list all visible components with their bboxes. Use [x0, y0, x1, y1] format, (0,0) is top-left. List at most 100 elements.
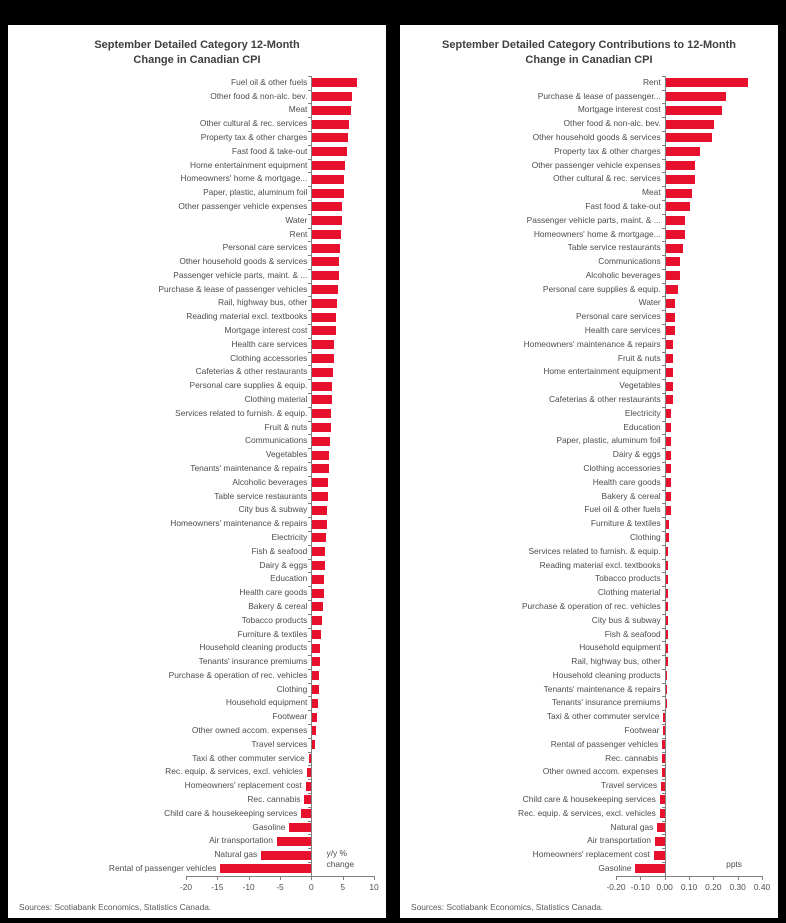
- category-axis-tick: [661, 544, 665, 546]
- value-axis-tick: [280, 875, 281, 880]
- bar: [665, 505, 671, 515]
- chart-title-line-1: September Detailed Category 12-Month: [94, 39, 300, 51]
- category-axis-tick: [308, 724, 312, 726]
- bar: [312, 326, 336, 336]
- bar: [665, 367, 673, 377]
- plot-area: ppts Rent Purchase & lease of passenger..…: [410, 75, 770, 896]
- bar: [312, 505, 328, 515]
- category-axis-tick: [308, 434, 312, 436]
- chart-title: September Detailed Category 12-Month Cha…: [18, 38, 376, 69]
- value-axis-tick: [713, 875, 715, 880]
- category-axis-tick: [308, 365, 312, 367]
- bar: [665, 519, 670, 529]
- category-axis-tick: [308, 861, 312, 863]
- category-label: Bakery & cereal: [248, 600, 308, 611]
- bar: [312, 712, 318, 722]
- category-label: Water: [638, 297, 661, 308]
- category-label: Fish & seafood: [604, 628, 661, 639]
- category-axis-tick: [308, 641, 312, 643]
- category-axis-tick: [661, 255, 665, 257]
- category-axis-tick: [308, 199, 312, 201]
- bar: [305, 781, 312, 791]
- category-axis-tick: [308, 296, 312, 298]
- bar: [665, 105, 722, 115]
- category-axis-tick: [308, 117, 312, 119]
- category-axis-tick: [661, 806, 665, 808]
- category-label: Rec. equip. & services, excl. vehicles: [518, 807, 656, 818]
- bar: [661, 781, 665, 791]
- category-label: Health care services: [584, 325, 661, 336]
- bar: [665, 588, 669, 598]
- category-axis-tick: [661, 365, 665, 367]
- bar: [312, 340, 335, 350]
- category-label: Rec. cannabis: [605, 752, 659, 763]
- value-tick-label: -0.10: [630, 881, 650, 892]
- category-axis-tick: [661, 89, 665, 91]
- category-axis-tick: [661, 530, 665, 532]
- category-label: Communications: [244, 435, 308, 446]
- category-axis-tick: [308, 310, 312, 312]
- bar: [665, 409, 671, 419]
- category-axis-tick: [661, 296, 665, 298]
- category-axis-tick: [308, 586, 312, 588]
- category-axis-tick: [661, 861, 665, 863]
- category-axis-tick: [661, 517, 665, 519]
- category-axis-tick: [661, 793, 665, 795]
- bar: [665, 243, 683, 253]
- category-axis-tick: [661, 130, 665, 132]
- value-axis-tick: [248, 875, 250, 880]
- bar: [312, 588, 324, 598]
- category-label: Homeowners' home & mortgage...: [180, 173, 308, 184]
- bar: [665, 574, 669, 584]
- category-axis-tick: [661, 448, 665, 450]
- bar: [665, 450, 671, 460]
- bar: [665, 133, 712, 143]
- value-tick-label: -20: [179, 881, 193, 892]
- bar: [635, 864, 665, 874]
- bar: [312, 671, 320, 681]
- category-label: Air transportation: [587, 835, 651, 846]
- category-axis-tick: [308, 130, 312, 132]
- category-label: Other cultural & rec. services: [553, 173, 661, 184]
- axis-unit-note: ppts: [726, 858, 742, 869]
- bar: [312, 298, 337, 308]
- axis-unit-note: y/y % change: [326, 847, 354, 869]
- category-axis-tick: [661, 599, 665, 601]
- category-axis-tick: [308, 103, 312, 105]
- category-label: Clothing: [629, 531, 661, 542]
- bar: [662, 767, 665, 777]
- bar: [657, 823, 665, 832]
- value-tick-label: 0: [308, 881, 314, 892]
- category-label: Meat: [288, 104, 308, 115]
- bar: [654, 836, 665, 846]
- value-axis-tick: [640, 875, 642, 880]
- category-axis-tick: [661, 558, 665, 560]
- category-label: Taxi & other commuter service: [192, 752, 305, 763]
- category-label: Property tax & other charges: [554, 145, 661, 156]
- category-axis-tick: [308, 393, 312, 395]
- bar: [312, 174, 345, 184]
- category-label: Tenants' insurance premiums: [198, 656, 308, 667]
- value-tick-label: 0.00: [656, 881, 673, 892]
- bar: [665, 395, 673, 405]
- value-tick-label: 0.30: [729, 881, 746, 892]
- category-label: Gasoline: [252, 821, 286, 832]
- category-axis-tick: [661, 724, 665, 726]
- chart-title-line-2: Change in Canadian CPI: [525, 54, 653, 67]
- bar: [665, 312, 676, 322]
- category-label: Homeowners' replacement cost: [532, 849, 650, 860]
- category-label: Household cleaning products: [552, 669, 661, 680]
- value-axis-tick: [374, 875, 375, 880]
- category-label: Footwear: [272, 711, 308, 722]
- category-axis-tick: [308, 737, 312, 739]
- value-tick-label: 0.10: [680, 881, 698, 892]
- bar: [665, 671, 667, 681]
- category-label: Homeowners' replacement cost: [184, 780, 302, 791]
- category-axis-tick: [308, 820, 312, 822]
- category-label: Household equipment: [579, 642, 661, 653]
- bar: [665, 602, 669, 612]
- category-label: Homeowners' maintenance & repairs: [170, 518, 308, 529]
- category-label: Clothing material: [597, 587, 661, 598]
- bar: [312, 243, 340, 253]
- category-axis-tick: [308, 627, 312, 629]
